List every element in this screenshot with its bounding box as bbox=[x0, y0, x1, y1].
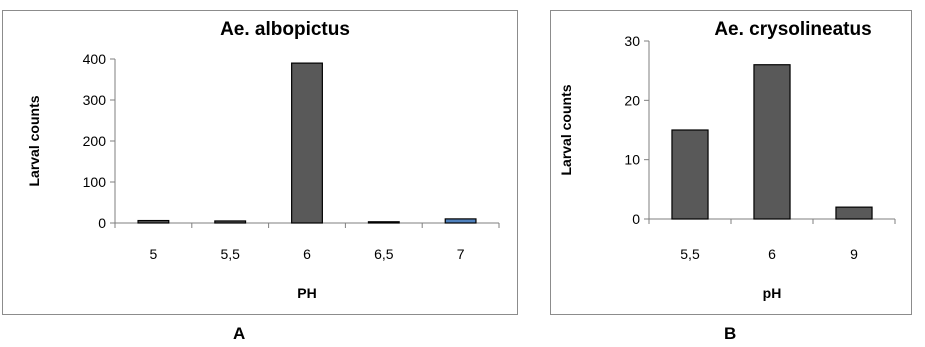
y-tick-label: 0 bbox=[98, 215, 106, 231]
x-axis-label: pH bbox=[763, 285, 782, 301]
panel-label-b: B bbox=[724, 324, 737, 343]
chart-panel-a: Ae. albopictus Larval counts 0 100 200 300 400… bbox=[2, 10, 518, 315]
x-tick-label: 6 bbox=[303, 246, 311, 262]
y-tick-label: 100 bbox=[83, 174, 107, 190]
x-tick-label: 5,5 bbox=[680, 246, 700, 262]
x-tick-label: 5 bbox=[150, 246, 158, 262]
x-tick-label: 7 bbox=[457, 246, 465, 262]
x-tick-label: 6,5 bbox=[374, 246, 394, 262]
x-tick-label: 5,5 bbox=[220, 246, 240, 262]
y-tick-label: 0 bbox=[632, 211, 640, 227]
y-tick-label: 10 bbox=[624, 152, 640, 168]
x-tick-label: 9 bbox=[850, 246, 858, 262]
y-tick-label: 200 bbox=[83, 133, 107, 149]
bar bbox=[444, 218, 477, 224]
y-tick-label: 400 bbox=[83, 51, 107, 67]
y-tick-label: 30 bbox=[624, 33, 640, 49]
bar bbox=[835, 206, 873, 220]
chart-b-svg: Ae. crysolineatus Larval counts 0 10 20 30 5,5… bbox=[558, 19, 896, 301]
chart-title: Ae. crysolineatus bbox=[714, 19, 871, 40]
chart-a-svg: Ae. albopictus Larval counts 0 100 200 300 400… bbox=[26, 19, 500, 301]
bar bbox=[753, 64, 791, 220]
y-axis-label: Larval counts bbox=[558, 84, 574, 175]
x-tick-label: 6 bbox=[768, 246, 776, 262]
panel-label-a: A bbox=[233, 324, 246, 343]
y-tick-label: 300 bbox=[83, 92, 107, 108]
y-axis-label: Larval counts bbox=[26, 95, 42, 186]
bar bbox=[291, 62, 323, 224]
y-tick-label: 20 bbox=[624, 92, 640, 108]
bar bbox=[137, 219, 170, 224]
bar bbox=[214, 220, 247, 224]
chart-panel-b: Ae. crysolineatus Larval counts 0 10 20 30 5,5… bbox=[550, 10, 912, 315]
x-axis-label: PH bbox=[297, 285, 316, 301]
bar bbox=[367, 221, 400, 224]
bar bbox=[671, 129, 709, 220]
chart-title: Ae. albopictus bbox=[220, 19, 350, 40]
